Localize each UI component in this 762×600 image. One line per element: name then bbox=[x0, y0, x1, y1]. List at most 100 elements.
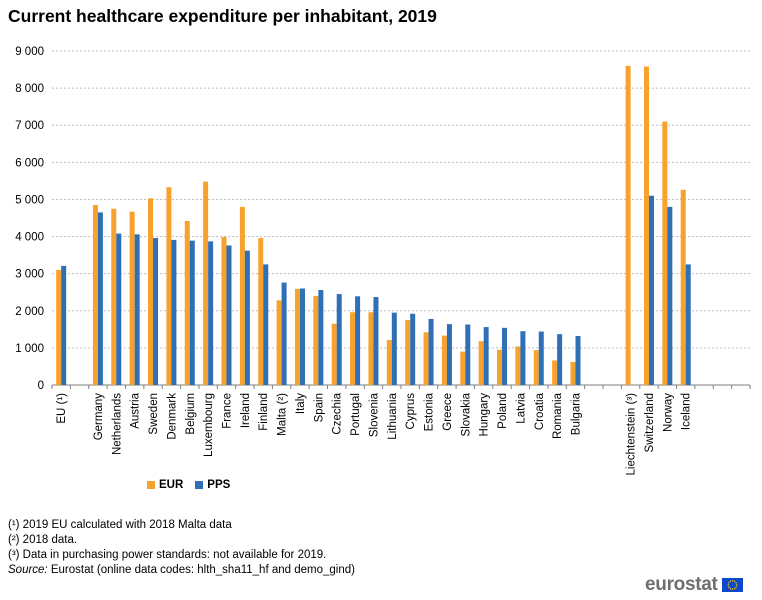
x-category-label: Denmark bbox=[166, 393, 178, 440]
x-category-label: Iceland bbox=[681, 393, 693, 430]
bar-pps bbox=[428, 318, 434, 385]
y-tick-label: 7 000 bbox=[15, 120, 44, 132]
bar-pps bbox=[244, 250, 250, 385]
x-category-label: EU (¹) bbox=[56, 393, 68, 424]
bar-pps bbox=[116, 233, 122, 385]
bar-eur bbox=[276, 300, 282, 385]
x-category-label: Norway bbox=[662, 393, 674, 432]
bar-eur bbox=[478, 341, 484, 385]
bar-eur bbox=[221, 236, 227, 385]
x-category-label: Spain bbox=[313, 393, 325, 422]
bar-pps bbox=[171, 239, 177, 385]
bar-eur bbox=[184, 220, 190, 385]
bar-pps bbox=[208, 241, 214, 385]
footnote-3: (³) Data in purchasing power standards: … bbox=[8, 549, 327, 561]
x-category-label: Luxembourg bbox=[203, 393, 215, 457]
flag-star bbox=[729, 587, 731, 590]
bar-pps bbox=[648, 195, 654, 385]
footnote-1: (¹) 2019 EU calculated with 2018 Malta d… bbox=[8, 519, 232, 531]
flag-star bbox=[733, 587, 735, 590]
bar-eur bbox=[570, 361, 576, 385]
bar-pps bbox=[575, 336, 581, 385]
bar-eur bbox=[148, 198, 154, 385]
legend-label-pps: PPS bbox=[207, 479, 231, 491]
bar-pps bbox=[189, 240, 195, 385]
x-category-label: Finland bbox=[258, 393, 270, 431]
source-text: Eurostat (online data codes: hlth_sha11_… bbox=[50, 564, 355, 576]
bar-eur bbox=[129, 211, 135, 385]
bar-pps bbox=[446, 324, 452, 385]
flag-star bbox=[731, 580, 733, 582]
bar-eur bbox=[441, 335, 447, 385]
bar-pps bbox=[465, 324, 471, 385]
source-label: Source: bbox=[8, 564, 48, 576]
flag-star bbox=[727, 586, 730, 588]
y-tick-label: 0 bbox=[38, 380, 44, 392]
bar-pps bbox=[520, 331, 526, 385]
x-category-label: Germany bbox=[93, 393, 105, 441]
flag-star bbox=[731, 588, 733, 590]
eurostat-logo: eurostat bbox=[645, 574, 743, 596]
flag-star bbox=[727, 582, 730, 584]
legend-item-eur: EUR bbox=[147, 479, 183, 491]
bar-pps bbox=[373, 297, 379, 385]
x-category-label: Malta (²) bbox=[277, 393, 289, 436]
bar-pps bbox=[410, 313, 416, 385]
legend-swatch-pps bbox=[195, 481, 204, 489]
bar-eur bbox=[533, 350, 539, 385]
bar-pps bbox=[97, 212, 103, 385]
x-category-label: Belgium bbox=[185, 393, 197, 435]
bar-eur bbox=[350, 312, 356, 385]
bar-pps bbox=[685, 264, 691, 385]
eu-flag-icon bbox=[721, 578, 743, 592]
x-category-label: Netherlands bbox=[111, 393, 123, 455]
bar-eur bbox=[515, 346, 521, 385]
x-category-label: Croatia bbox=[534, 392, 546, 430]
bar-eur bbox=[680, 189, 686, 385]
footnotes: (¹) 2019 EU calculated with 2018 Malta d… bbox=[8, 518, 355, 578]
bar-pps bbox=[153, 238, 159, 385]
bar-eur bbox=[552, 360, 558, 385]
bar-eur bbox=[368, 312, 374, 385]
x-category-label: Sweden bbox=[148, 393, 160, 435]
x-category-label: Greece bbox=[442, 393, 454, 431]
y-tick-label: 8 000 bbox=[15, 83, 44, 95]
legend-label-eur: EUR bbox=[159, 479, 184, 491]
bar-pps bbox=[336, 294, 342, 385]
legend: EUR PPS bbox=[147, 479, 230, 491]
x-category-label: Lithuania bbox=[387, 392, 399, 439]
x-category-label: Poland bbox=[497, 393, 509, 429]
y-tick-label: 4 000 bbox=[15, 232, 44, 244]
x-category-label: Liechtenstein (³) bbox=[626, 393, 638, 476]
x-category-label: Cyprus bbox=[405, 393, 417, 430]
bar-eur bbox=[203, 181, 209, 385]
y-tick-label: 5 000 bbox=[15, 194, 44, 206]
bar-pps bbox=[318, 289, 324, 385]
x-category-label: Bulgaria bbox=[571, 392, 583, 435]
x-category-label: Latvia bbox=[515, 392, 527, 423]
x-category-label: Slovenia bbox=[368, 392, 380, 437]
bar-eur bbox=[423, 332, 429, 385]
bar-eur bbox=[56, 269, 62, 385]
bar-eur bbox=[460, 351, 466, 385]
bar-pps bbox=[263, 264, 269, 385]
flag-star bbox=[727, 584, 729, 586]
bar-pps bbox=[355, 296, 361, 385]
x-category-label: Estonia bbox=[424, 392, 436, 431]
x-category-label: Czechia bbox=[332, 392, 344, 434]
bar-pps bbox=[299, 288, 305, 385]
y-tick-label: 9 000 bbox=[15, 46, 44, 58]
bar-eur bbox=[625, 65, 631, 385]
x-category-label: Portugal bbox=[350, 393, 362, 436]
bar-pps bbox=[557, 334, 563, 385]
y-tick-label: 3 000 bbox=[15, 269, 44, 281]
bar-eur bbox=[497, 349, 503, 385]
bar-pps bbox=[134, 234, 140, 385]
y-tick-label: 6 000 bbox=[15, 157, 44, 169]
x-category-label: Romania bbox=[552, 392, 564, 439]
bar-eur bbox=[643, 66, 649, 385]
flag-star bbox=[729, 580, 731, 583]
bar-eur bbox=[313, 295, 319, 385]
legend-swatch-eur bbox=[147, 481, 155, 489]
bar-eur bbox=[258, 238, 264, 385]
